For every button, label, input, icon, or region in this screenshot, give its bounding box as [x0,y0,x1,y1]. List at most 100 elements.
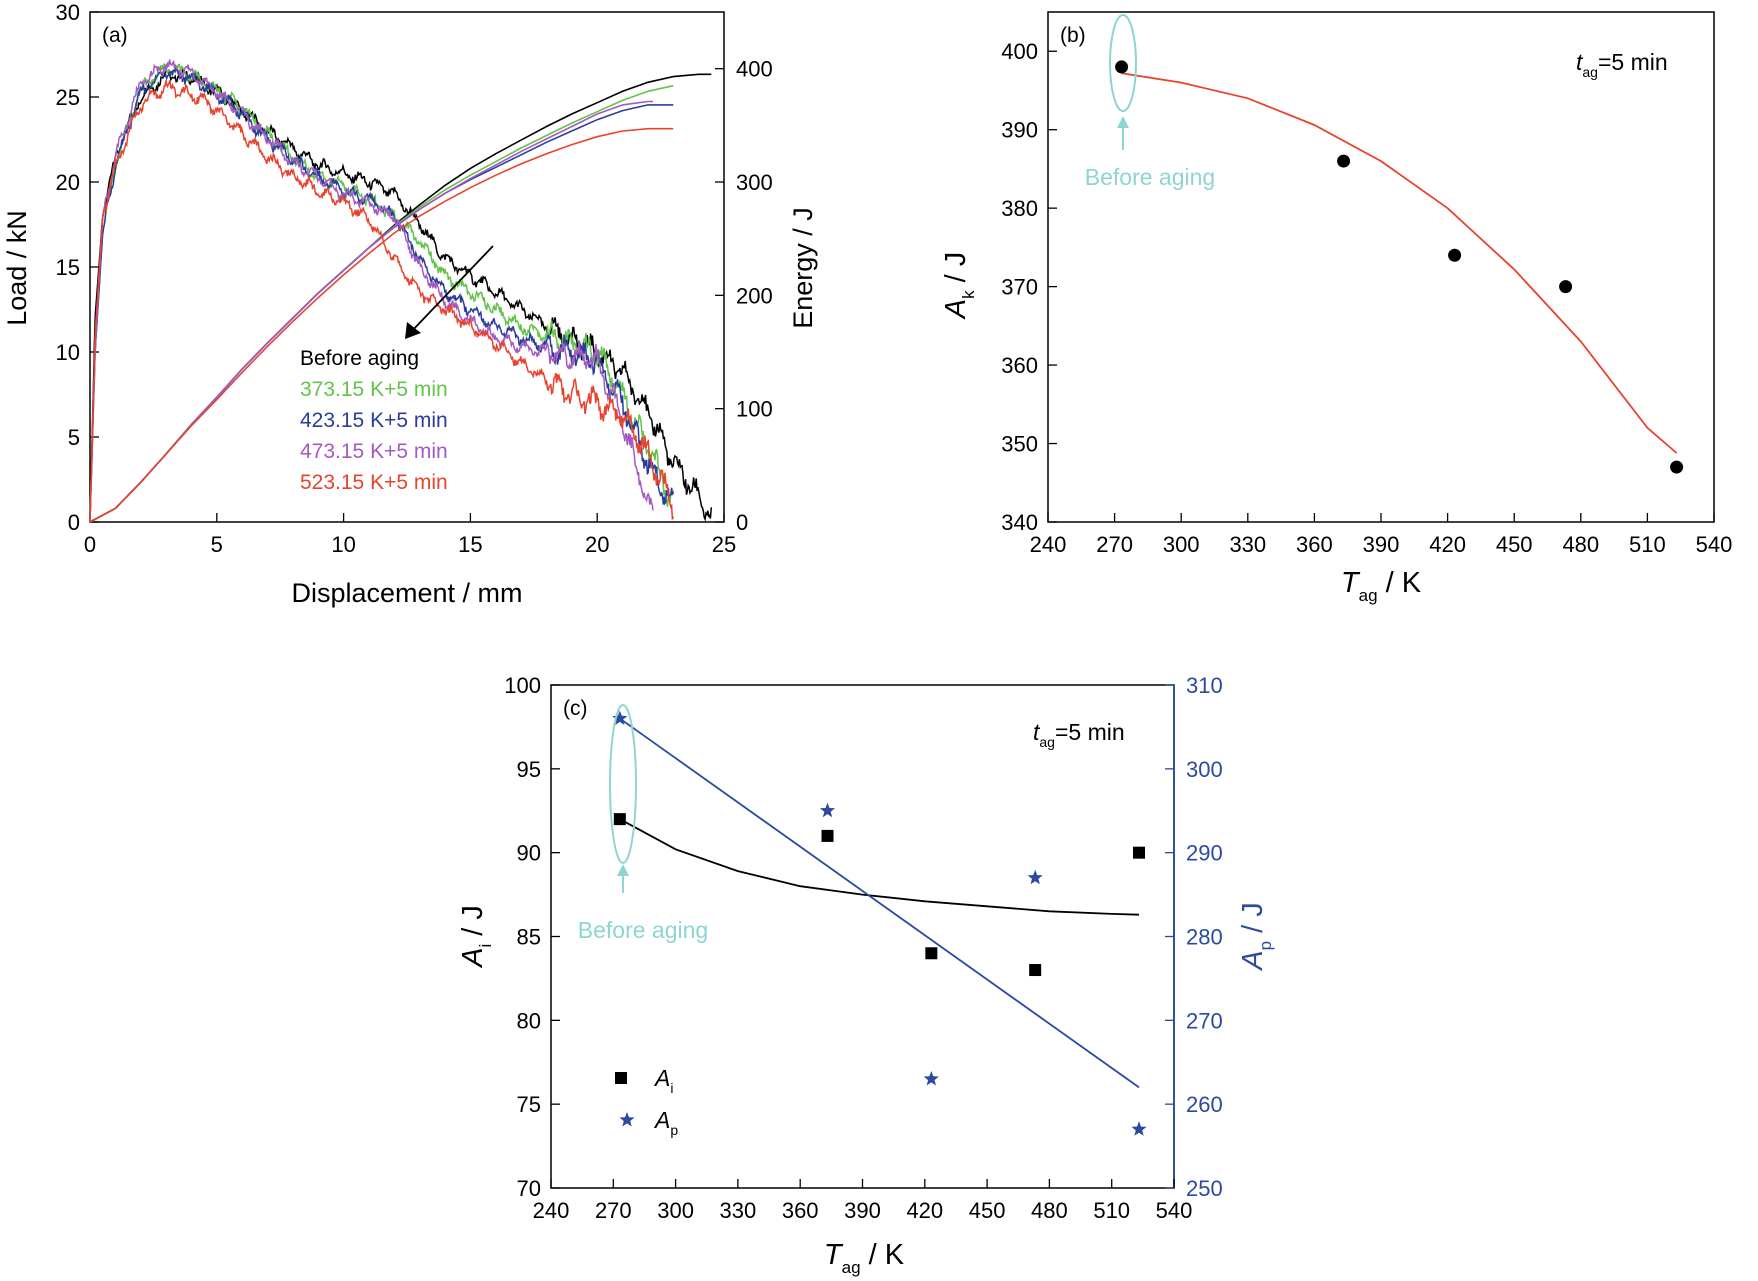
x-tick-label: 25 [712,532,736,557]
data-point [1559,280,1573,294]
x-tick-label: 300 [1163,532,1200,557]
legend-label: Ai [653,1065,673,1096]
y-tick-label: 5 [68,425,80,450]
before-aging-arrow-head-c [617,864,629,876]
data-point-square [925,947,938,960]
x-tick-label: 510 [1629,532,1666,557]
before-aging-ellipse-c [609,704,637,864]
y-tick-label: 95 [517,757,541,782]
panel-a: 0 5 10 15 20 25 0 5 10 15 20 25 30 0 100 200 300 400 (a… [2,0,818,608]
x-tick-label: 390 [1363,532,1400,557]
before-aging-arrow-head-b [1117,116,1129,128]
fit-line [619,717,1140,1089]
before-aging-ellipse-b [1109,14,1137,112]
y2-axis-label-c: Ap / J [1237,902,1275,971]
before-aging-label-b: Before aging [1085,164,1215,190]
t-ag-annotation-c: tag=5 min [1033,719,1125,750]
load-curve [89,68,713,523]
y-tick-label: 0 [68,510,80,535]
x-ticks-a: 0 5 10 15 20 25 [84,513,736,557]
y-tick-label: 20 [56,170,80,195]
y2-tick-label: 300 [736,170,773,195]
data-point [1337,154,1351,168]
y-tick-label: 90 [517,841,541,866]
y-tick-label: 370 [1001,275,1038,300]
y-tick-label: 10 [56,340,80,365]
x-tick-label: 450 [969,1198,1006,1223]
y-ticks-right-a: 0 100 200 300 400 [715,57,773,535]
legend-c: Ai Ap [615,1065,678,1138]
y2-tick-label: 0 [736,510,748,535]
fit-curve-b [1121,72,1678,454]
y2-tick-label: 260 [1186,1092,1223,1117]
x-tick-label: 300 [657,1198,694,1223]
x-tick-label: 330 [720,1198,757,1223]
y-tick-label: 75 [517,1092,541,1117]
y-ticks-left-a: 0 5 10 15 20 25 30 [56,0,99,535]
y-axis-label-b: Ak / J [940,252,978,321]
y2-tick-label: 100 [736,397,773,422]
x-axis-label-a: Displacement / mm [291,578,522,608]
x-tick-label: 270 [1096,532,1133,557]
y2-tick-label: 300 [1186,757,1223,782]
x-tick-label: 240 [533,1198,570,1223]
x-tick-label: 420 [906,1198,943,1223]
fit-line [619,818,1140,916]
data-point [1448,248,1462,262]
x-tick-label: 540 [1156,1198,1193,1223]
data-point-square [613,813,626,826]
load-curve [89,59,654,523]
x-tick-label: 480 [1031,1198,1068,1223]
y-tick-label: 340 [1001,510,1038,535]
x-tick-label: 390 [844,1198,881,1223]
x-tick-label: 10 [331,532,355,557]
legend-a: Before aging 373.15 K+5 min 423.15 K+5 min… [300,347,448,494]
fit-curve [1121,72,1678,454]
x-tick-label: 0 [84,532,96,557]
data-point-star [923,1071,939,1086]
legend-entry: 473.15 K+5 min [300,440,448,463]
x-axis-label-b: Tag / K [1341,567,1422,605]
x-tick-label: 510 [1093,1198,1130,1223]
before-aging-label-c: Before aging [578,917,708,943]
x-tick-label: 15 [458,532,482,557]
y-tick-label: 80 [517,1008,541,1033]
y2-tick-label: 290 [1186,841,1223,866]
data-point-star [819,802,836,818]
y2-tick-label: 200 [736,283,773,308]
y-tick-label: 400 [1001,39,1038,64]
fit-lines-c [619,717,1140,1089]
panel-label-c: (c) [563,697,588,720]
y-ticks-right-c: 250 260 270 280 290 300 310 [1165,673,1223,1201]
x-tick-label: 480 [1562,532,1599,557]
y-tick-label: 360 [1001,353,1038,378]
data-points-b [1115,60,1684,474]
legend-entry: Before aging [300,347,419,370]
x-tick-label: 450 [1496,532,1533,557]
data-point-star [1131,1121,1147,1136]
plot-frame-b [1047,11,1715,523]
y-tick-label: 100 [504,673,541,698]
y2-tick-label: 400 [736,57,773,82]
trend-arrow-a [409,245,494,334]
y-ticks-b: 340 350 360 370 380 390 400 [1001,39,1057,535]
y-tick-label: 350 [1001,432,1038,457]
x-axis-label-c: Tag / K [824,1239,905,1277]
y-tick-label: 390 [1001,118,1038,143]
y-tick-label: 70 [517,1176,541,1201]
data-point [1670,460,1684,474]
legend-label: Ap [653,1107,678,1138]
y-tick-label: 30 [56,0,80,25]
data-point [1115,60,1129,74]
y2-tick-label: 280 [1186,925,1223,950]
y-axis-label-c: Ai / J [457,905,495,969]
panel-c: 240 270 300 330 360 390 420 450 480 510 540 70 75 80… [457,673,1275,1277]
y2-axis-label-a: Energy / J [788,207,818,329]
y-tick-label: 380 [1001,196,1038,221]
load-curve [89,80,675,523]
data-points-c [612,710,1147,1136]
panel-b: 240 270 300 330 360 390 420 450 480 510 540 340 350… [940,11,1733,605]
x-tick-label: 5 [211,532,223,557]
x-tick-label: 540 [1696,532,1733,557]
